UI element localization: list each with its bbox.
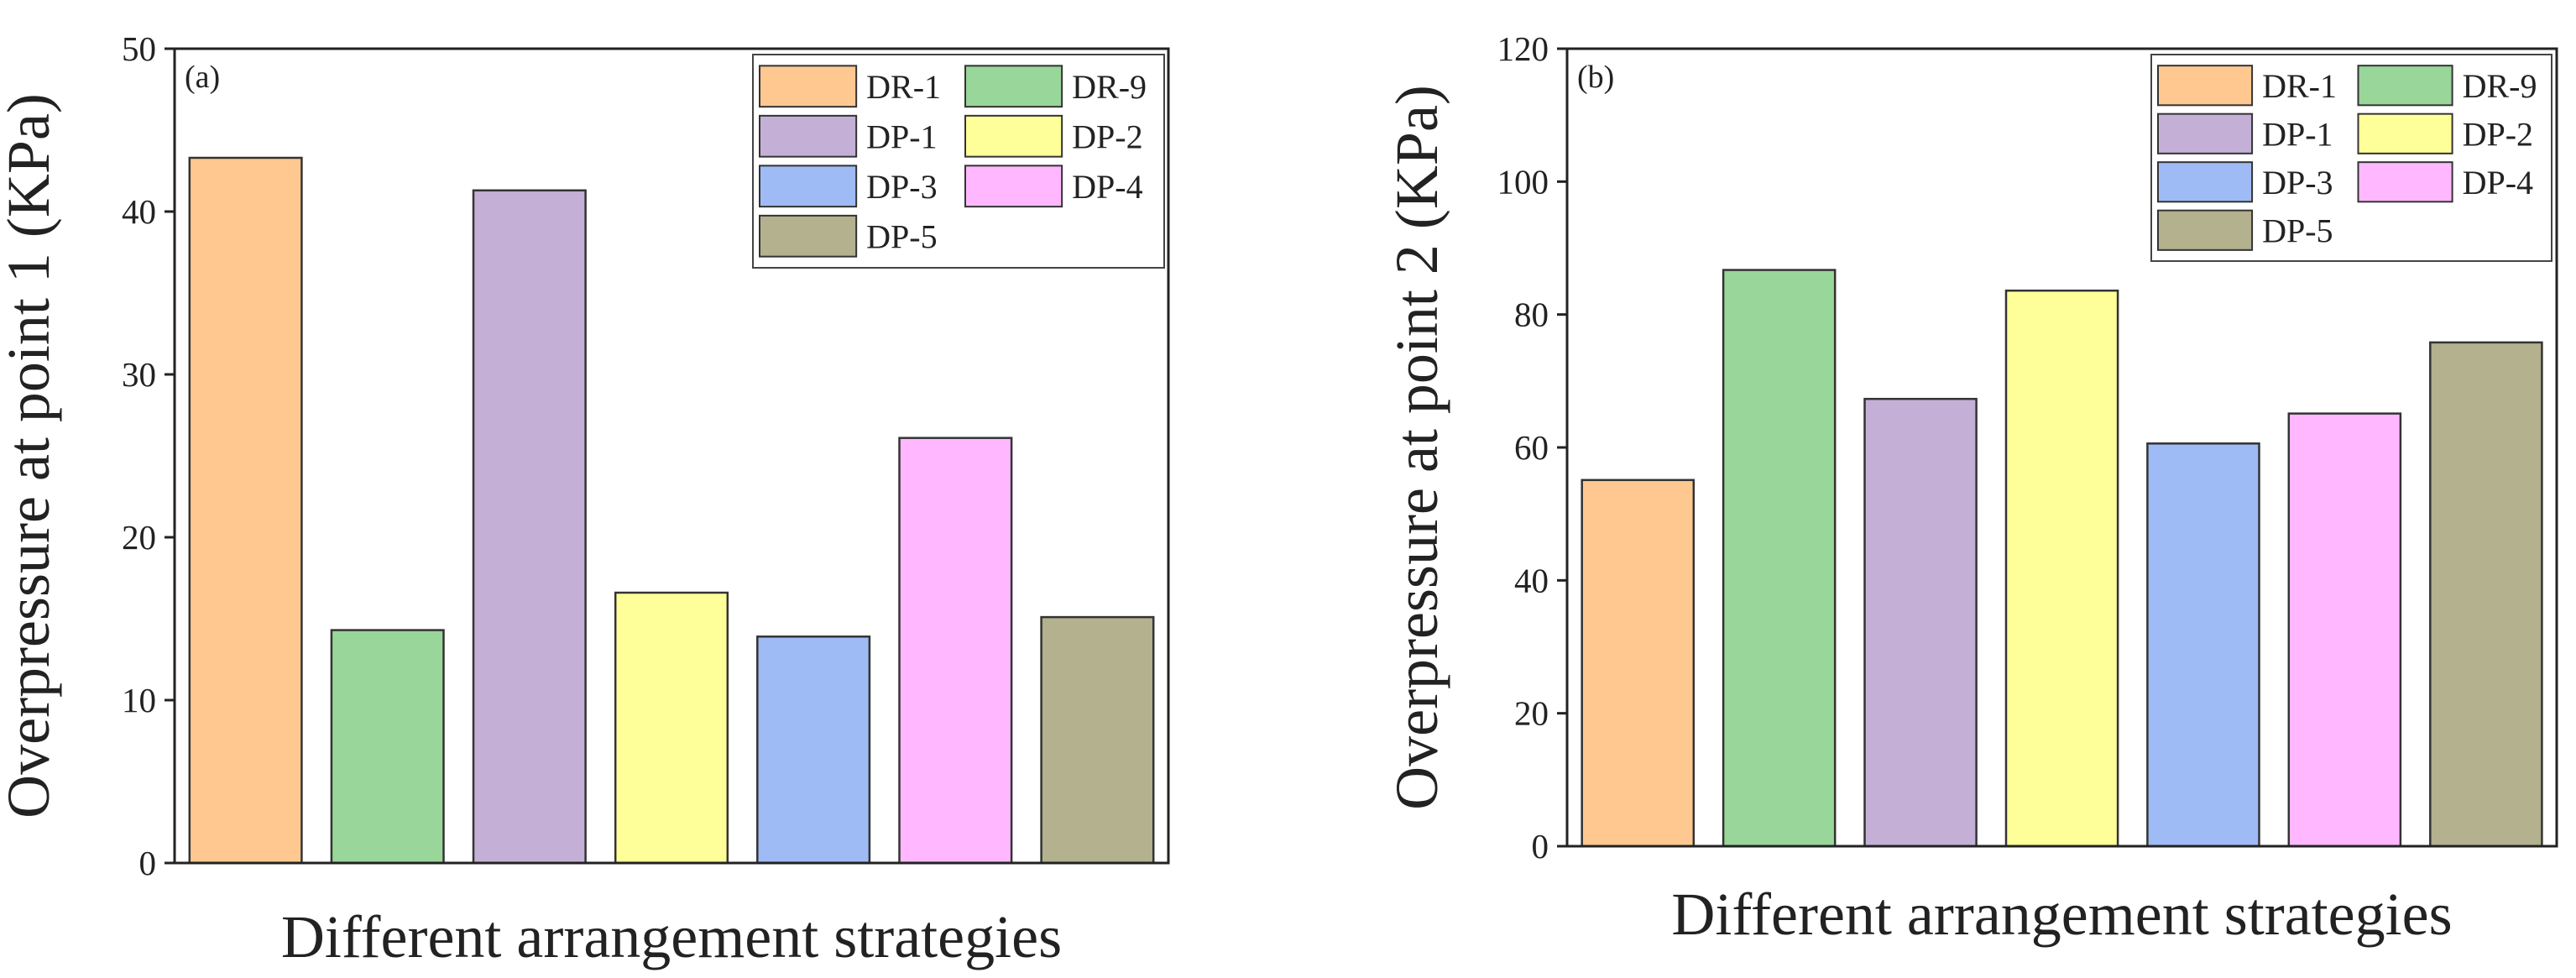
legend-swatch-dr-9 bbox=[964, 65, 1063, 108]
x-axis-title: Different arrangement strategies bbox=[281, 903, 1062, 970]
y-tick-label: 50 bbox=[122, 29, 156, 68]
legend-swatch-dp-1 bbox=[759, 114, 858, 158]
legend-swatch-dr-1 bbox=[2157, 65, 2254, 107]
y-tick-label: 80 bbox=[1514, 295, 1549, 334]
legend-label-dr-1: DR-1 bbox=[2262, 67, 2337, 105]
legend-label-dp-3: DP-3 bbox=[866, 168, 937, 206]
legend-label-dp-2: DP-2 bbox=[1072, 118, 1142, 155]
bar-dp-5 bbox=[1040, 615, 1155, 865]
legend-label-dp-1: DP-1 bbox=[2262, 115, 2333, 153]
y-axis-title: Overpressure at point 1 (KPa) bbox=[0, 93, 62, 818]
legend-swatch-dp-2 bbox=[2357, 112, 2453, 154]
y-tick-label: 0 bbox=[1532, 827, 1549, 866]
legend-swatch-dp-3 bbox=[2157, 161, 2254, 203]
panel-label: (a) bbox=[185, 60, 220, 95]
bar-dp-1 bbox=[1863, 397, 1978, 848]
legend-swatch-dp-2 bbox=[964, 114, 1063, 158]
bar-dr-1 bbox=[1581, 479, 1696, 848]
chart-panel-a: 0 10 20 30 40 50 Different arrangement strateg… bbox=[0, 29, 1170, 970]
y-tick-label: 100 bbox=[1497, 162, 1549, 201]
y-tick-label: 40 bbox=[122, 192, 156, 231]
legend: DR-1 DR-9 DP-1 DP-2 DP-3 DP-4 DP-5 bbox=[752, 54, 1165, 269]
legend-swatch-dp-5 bbox=[2157, 209, 2254, 251]
bar-dp-1 bbox=[472, 189, 587, 865]
legend-swatch-dr-1 bbox=[759, 65, 858, 108]
bar-dp-3 bbox=[756, 635, 871, 865]
bar-dp-5 bbox=[2429, 341, 2543, 848]
legend-label-dp-5: DP-5 bbox=[866, 217, 937, 255]
bar-dr-9 bbox=[1722, 269, 1837, 848]
legend-label-dp-4: DP-4 bbox=[2463, 164, 2533, 201]
legend-label-dp-4: DP-4 bbox=[1072, 168, 1142, 206]
y-tick-label: 20 bbox=[1514, 694, 1549, 733]
y-axis-title: Overpressure at point 2 (KPa) bbox=[1383, 85, 1450, 810]
bar-dp-2 bbox=[614, 591, 729, 865]
legend-swatch-dp-4 bbox=[964, 165, 1063, 208]
y-tick-label: 60 bbox=[1514, 428, 1549, 467]
bar-dp-2 bbox=[2004, 289, 2119, 848]
bar-dp-3 bbox=[2146, 442, 2260, 848]
legend: DR-1 DR-9 DP-1 DP-2 DP-3 DP-4 DP-5 bbox=[2150, 54, 2552, 262]
x-axis-title: Different arrangement strategies bbox=[1671, 881, 2452, 948]
y-tick-label: 20 bbox=[122, 518, 156, 557]
legend-swatch-dp-4 bbox=[2357, 161, 2453, 203]
legend-swatch-dr-9 bbox=[2357, 65, 2453, 107]
bar-dp-4 bbox=[2287, 412, 2402, 848]
bar-dr-9 bbox=[330, 629, 445, 865]
chart-panel-b: 0 20 40 60 80 100 120 Different arrangement str… bbox=[1383, 29, 2558, 948]
legend-swatch-dp-3 bbox=[759, 165, 858, 208]
legend-swatch-dp-5 bbox=[759, 214, 858, 258]
legend-label-dr-1: DR-1 bbox=[866, 68, 941, 106]
legend-label-dp-2: DP-2 bbox=[2463, 115, 2533, 153]
y-tick-label: 40 bbox=[1514, 561, 1549, 599]
legend-label-dp-5: DP-5 bbox=[2262, 212, 2333, 249]
y-tick-label: 30 bbox=[122, 355, 156, 394]
y-tick-label: 10 bbox=[122, 681, 156, 719]
legend-label-dp-1: DP-1 bbox=[866, 118, 937, 155]
legend-label-dp-3: DP-3 bbox=[2262, 164, 2333, 201]
plot-frame bbox=[173, 47, 1170, 865]
y-tick-label: 120 bbox=[1497, 29, 1549, 68]
bar-dp-4 bbox=[898, 437, 1013, 865]
bar-dr-1 bbox=[188, 156, 303, 865]
y-tick-label: 0 bbox=[139, 844, 157, 882]
legend-label-dr-9: DR-9 bbox=[2463, 67, 2537, 105]
legend-label-dr-9: DR-9 bbox=[1072, 68, 1147, 106]
panel-label: (b) bbox=[1577, 60, 1614, 95]
legend-swatch-dp-1 bbox=[2157, 112, 2254, 154]
